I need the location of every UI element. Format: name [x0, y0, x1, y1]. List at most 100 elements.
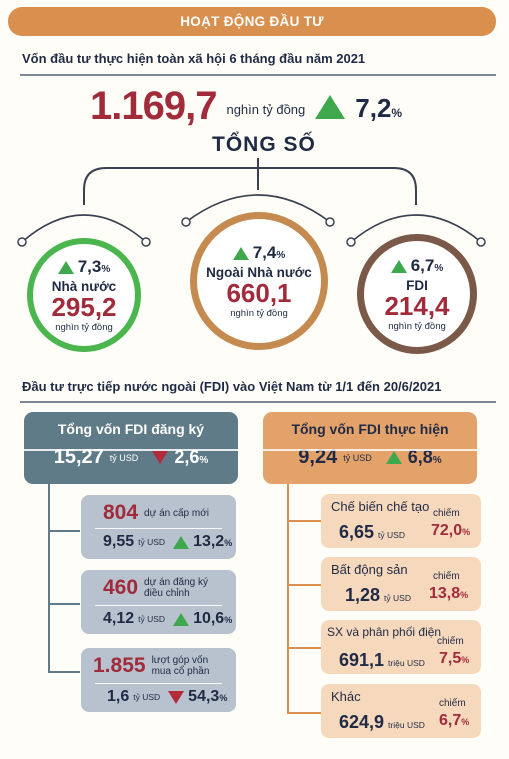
manufacturing-name: Chế biến chế tạo	[331, 499, 430, 514]
non-state-label: Ngoài Nhà nước	[206, 265, 312, 281]
implemented-item-manufacturing: Chế biến chế tạo chiếm 6,65 tỷ USD 72,0%	[321, 494, 481, 548]
registered-unit: tỷ USD	[109, 452, 139, 463]
trend-up-icon	[315, 95, 346, 119]
trend-up-icon	[173, 612, 190, 626]
trend-up-icon	[57, 260, 74, 274]
bracket-line	[287, 484, 289, 714]
new-projects-pct: 13,2%	[193, 533, 233, 550]
real-estate-value: 1,28	[345, 585, 381, 605]
manufacturing-unit: tỷ USD	[378, 530, 405, 540]
contribution-desc: lượt góp vốn mua cổ phần	[151, 655, 210, 677]
implemented-item-other: Khác chiếm 624,9 triệu USD 6,7%	[321, 684, 481, 738]
bracket-line	[48, 530, 80, 532]
new-projects-unit: tỷ USD	[138, 537, 166, 547]
implemented-title: Tổng vốn FDI thực hiện	[291, 421, 449, 437]
adjusted-projects-desc: dự án đăng ký điều chỉnh	[144, 577, 209, 599]
bracket-line	[48, 603, 80, 605]
other-name: Khác	[331, 689, 361, 704]
real-estate-share: 13,8%	[429, 585, 469, 602]
registered-row: 15,27 tỷ USD 2,6%	[24, 446, 238, 469]
fdi-label: FDI	[406, 278, 428, 294]
state-pct: 7,3%	[77, 257, 111, 277]
card-fdi-implemented: Tổng vốn FDI thực hiện 9,24 tỷ USD 6,8%	[263, 412, 477, 484]
divider	[95, 683, 222, 684]
bracket-line	[287, 712, 321, 714]
electricity-share: 7,5%	[439, 650, 470, 667]
section-title-investment: Vốn đầu tư thực hiện toàn xã hội 6 tháng…	[22, 51, 366, 66]
divider	[95, 528, 222, 529]
non-state-pct-row: 7,4%	[232, 243, 286, 263]
divider	[95, 605, 222, 606]
trend-up-icon	[385, 451, 402, 464]
non-state-unit: nghìn tỷ đồng	[230, 307, 288, 319]
bracket-line	[287, 520, 321, 522]
contribution-unit: tỷ USD	[133, 692, 161, 702]
state-value: 295,2	[51, 292, 117, 323]
implemented-row: 9,24 tỷ USD 6,8%	[263, 446, 477, 469]
section-header: HOẠT ĐỘNG ĐẦU TƯ	[8, 7, 496, 36]
circle-non-state: 7,4% Ngoài Nhà nước 660,1 nghìn tỷ đồng	[190, 212, 328, 350]
total-label: TỔNG SỐ	[212, 133, 316, 156]
total-summary: 1.169,7 nghìn tỷ đồng 7,2%	[90, 84, 402, 129]
bracket-line	[48, 671, 80, 673]
circle-fdi: 6,7% FDI 214,4 nghìn tỷ đồng	[357, 234, 477, 354]
manufacturing-value: 6,65	[339, 522, 375, 542]
non-state-pct: 7,4%	[252, 243, 286, 263]
card-fdi-registered: Tổng vốn FDI đăng ký 15,27 tỷ USD 2,6%	[24, 412, 238, 484]
fdi-value: 214,4	[384, 291, 450, 322]
implemented-unit: tỷ USD	[343, 452, 372, 463]
other-value: 624,9	[339, 712, 385, 732]
trend-up-icon	[390, 259, 407, 273]
adjusted-projects-pct: 10,6%	[193, 610, 233, 627]
other-unit: triệu USD	[388, 720, 425, 730]
electricity-value: 691,1	[339, 650, 385, 670]
bracket-line	[48, 484, 50, 672]
adjusted-projects-unit: tỷ USD	[138, 614, 166, 624]
bracket-line	[287, 647, 321, 649]
registered-value: 15,27	[53, 446, 104, 468]
connector-lines	[17, 158, 486, 247]
trend-up-icon	[232, 246, 249, 260]
other-share: 6,7%	[439, 712, 470, 729]
trend-up-icon	[173, 535, 190, 549]
non-state-value: 660,1	[226, 278, 292, 309]
registered-item-new-projects: 804 dự án cấp mới 9,55 tỷ USD 13,2%	[81, 495, 236, 559]
total-pct: 7,2%	[355, 93, 403, 123]
divider	[24, 449, 238, 451]
registered-item-adjusted-projects: 460 dự án đăng ký điều chỉnh 4,12 tỷ USD…	[81, 570, 236, 634]
state-pct-row: 7,3%	[57, 257, 111, 277]
trend-down-icon	[152, 451, 169, 464]
implemented-value: 9,24	[298, 446, 338, 468]
manufacturing-share-label: chiếm	[433, 508, 460, 519]
state-unit: nghìn tỷ đồng	[55, 321, 113, 333]
fdi-pct: 6,7%	[410, 256, 444, 276]
real-estate-unit: tỷ USD	[384, 593, 411, 603]
divider	[20, 401, 496, 403]
manufacturing-share: 72,0%	[431, 522, 471, 539]
section-title-fdi: Đầu tư trực tiếp nước ngoài (FDI) vào Vi…	[22, 379, 442, 394]
total-value: 1.169,7	[90, 84, 217, 128]
adjusted-projects-value: 4,12	[103, 610, 135, 627]
electricity-share-label: chiếm	[437, 636, 464, 647]
new-projects-value: 9,55	[103, 533, 135, 550]
real-estate-name: Bất động sản	[331, 562, 408, 577]
adjusted-projects-count: 460	[103, 576, 139, 599]
bracket-line	[287, 584, 321, 586]
new-projects-desc: dự án cấp mới	[144, 507, 209, 519]
divider	[263, 449, 477, 451]
state-label: Nhà nước	[51, 279, 117, 295]
implemented-pct: 6,8%	[407, 447, 442, 467]
real-estate-share-label: chiếm	[433, 571, 460, 582]
electricity-name: SX và phân phối điện	[327, 625, 442, 639]
fdi-unit: nghìn tỷ đồng	[388, 320, 446, 332]
new-projects-count: 804	[103, 501, 139, 524]
fdi-pct-row: 6,7%	[390, 256, 444, 276]
registered-title: Tổng vốn FDI đăng ký	[57, 421, 205, 437]
contribution-value: 1,6	[107, 688, 130, 705]
implemented-item-electricity: SX và phân phối điện chiếm 691,1 triệu U…	[321, 620, 481, 674]
implemented-item-real-estate: Bất động sản chiếm 1,28 tỷ USD 13,8%	[321, 557, 481, 611]
total-unit: nghìn tỷ đồng	[226, 102, 306, 117]
contribution-pct: 54,3%	[188, 688, 228, 705]
circle-state: 7,3% Nhà nước 295,2 nghìn tỷ đồng	[27, 238, 141, 352]
contribution-count: 1.855	[93, 654, 146, 677]
